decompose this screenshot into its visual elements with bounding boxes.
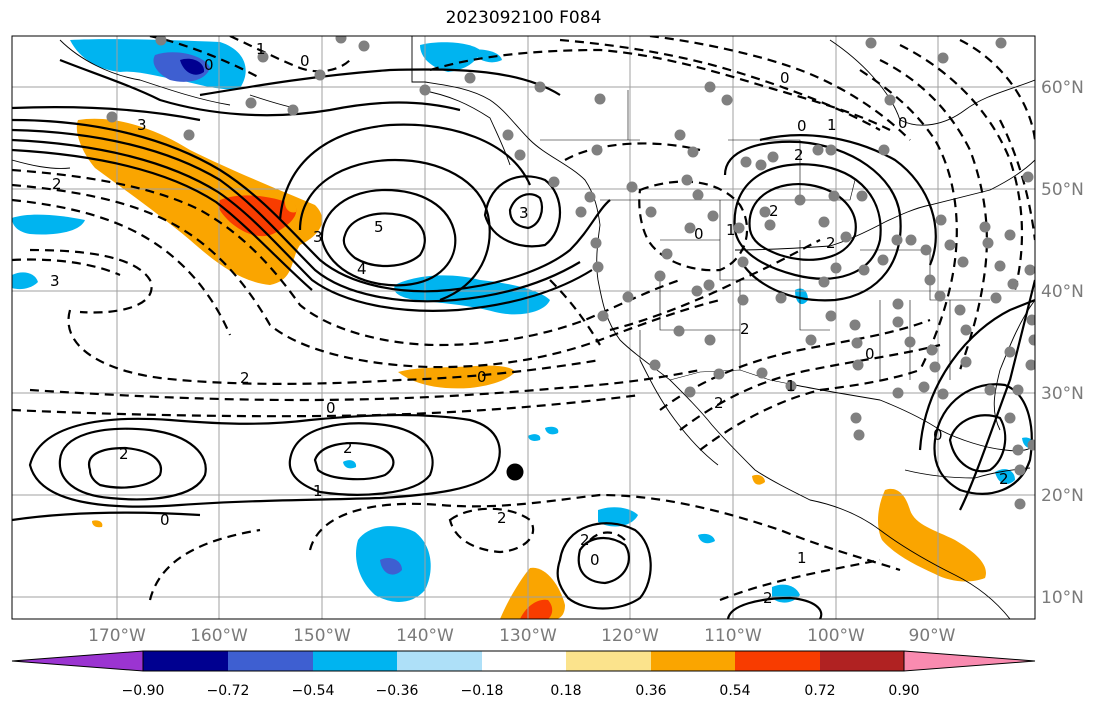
positive-anomaly-pacific	[76, 118, 323, 285]
contour-label: 2	[740, 320, 750, 338]
colorbar-lower-extend	[11, 650, 144, 672]
colorbar-swatch	[228, 651, 313, 671]
colorbar-swatch	[482, 651, 566, 671]
contour-label: 1	[827, 116, 837, 134]
lon-label: 140°W	[396, 626, 454, 646]
lon-label: 150°W	[293, 626, 351, 646]
contour-label: 0	[898, 114, 908, 132]
map-frame	[11, 35, 1036, 620]
colorbar-swatch	[651, 651, 735, 671]
colorbar-tick: −0.36	[376, 683, 419, 699]
lat-label: 30°N	[1041, 384, 1084, 404]
contour-label: 2	[714, 394, 724, 412]
contour-label: 0	[160, 511, 170, 529]
lon-label: 130°W	[499, 626, 557, 646]
colorbar-tick: −0.18	[461, 683, 504, 699]
lon-label: 170°W	[88, 626, 146, 646]
colorbar-swatch	[735, 651, 820, 671]
contour-labels: 1 0 0 3 2 3 5 4 3 2 0 2 2 1 0 2 2 0 3 2 …	[50, 40, 1009, 607]
contour-label: 1	[797, 549, 807, 567]
contour-label: 0	[797, 117, 807, 135]
contour-label: 3	[519, 204, 529, 222]
contour-label: 0	[865, 345, 875, 363]
colorbar-tick: −0.90	[122, 683, 165, 699]
colorbar-tick: −0.54	[292, 683, 335, 699]
contour-label: 0	[326, 399, 336, 417]
contour-label: 1	[726, 221, 736, 239]
map-title: 2023092100 F084	[445, 8, 602, 28]
colorbar-tick: −0.72	[207, 683, 250, 699]
contour-label: 0	[590, 551, 600, 569]
contour-label: 1	[313, 482, 323, 500]
contour-label: 0	[204, 56, 214, 74]
contour-label: 0	[477, 368, 487, 386]
lon-label: 90°W	[909, 626, 956, 646]
lon-label: 120°W	[601, 626, 659, 646]
contour-label: 0	[780, 69, 790, 87]
lon-label: 100°W	[807, 626, 865, 646]
colorbar-tick: 0.90	[888, 683, 919, 699]
contour-label: 3	[313, 228, 323, 246]
positive-anomaly-central-america	[878, 488, 986, 582]
lat-label: 60°N	[1041, 78, 1084, 98]
contour-label: 2	[999, 470, 1009, 488]
negative-anomaly-east-pacific	[394, 275, 550, 315]
storm-center-marker	[506, 463, 524, 481]
contour-label: 2	[769, 202, 779, 220]
contour-label: 0	[933, 426, 943, 444]
colorbar-swatch	[566, 651, 651, 671]
contour-label: 2	[52, 175, 62, 193]
contour-label: 2	[580, 531, 590, 549]
contour-label: 1	[256, 40, 266, 58]
contour-label: 3	[137, 116, 147, 134]
shaded-regions	[12, 39, 1035, 619]
lat-label: 10°N	[1041, 588, 1084, 608]
colorbar-swatch	[313, 651, 397, 671]
latitude-labels: 60°N 50°N 40°N 30°N 20°N 10°N	[1041, 78, 1084, 608]
contour-label: 2	[826, 234, 836, 252]
contour-label: 2	[763, 589, 773, 607]
colorbar: −0.90 −0.72 −0.54 −0.36 −0.18 0.18 0.36 …	[11, 650, 1036, 699]
colorbar-tick: 0.54	[719, 683, 750, 699]
contour-label: 2	[497, 509, 507, 527]
station-markers	[106, 36, 1035, 510]
lat-label: 20°N	[1041, 486, 1084, 506]
colorbar-tick: 0.18	[550, 683, 581, 699]
lat-label: 50°N	[1041, 180, 1084, 200]
contour-label: 2	[343, 439, 353, 457]
colorbar-swatch	[820, 651, 904, 671]
contour-label: 0	[694, 225, 704, 243]
contour-label: 5	[374, 218, 384, 236]
colorbar-swatch	[143, 651, 228, 671]
lon-label: 110°W	[704, 626, 762, 646]
contour-label: 1	[786, 377, 796, 395]
contour-label: 2	[794, 146, 804, 164]
colorbar-upper-extend	[903, 650, 1036, 672]
colorbar-tick: 0.36	[635, 683, 666, 699]
negative-contours	[12, 36, 1035, 602]
colorbar-tick: 0.72	[804, 683, 835, 699]
contour-label: 3	[50, 272, 60, 290]
contour-label: 4	[357, 260, 367, 278]
lon-label: 160°W	[190, 626, 248, 646]
lat-label: 40°N	[1041, 282, 1084, 302]
contour-label: 0	[300, 52, 310, 70]
colorbar-swatch	[397, 651, 482, 671]
contour-label: 2	[119, 445, 129, 463]
positive-contours	[12, 58, 1035, 619]
longitude-labels: 170°W 160°W 150°W 140°W 130°W 120°W 110°…	[88, 626, 956, 646]
contour-label: 2	[240, 369, 250, 387]
